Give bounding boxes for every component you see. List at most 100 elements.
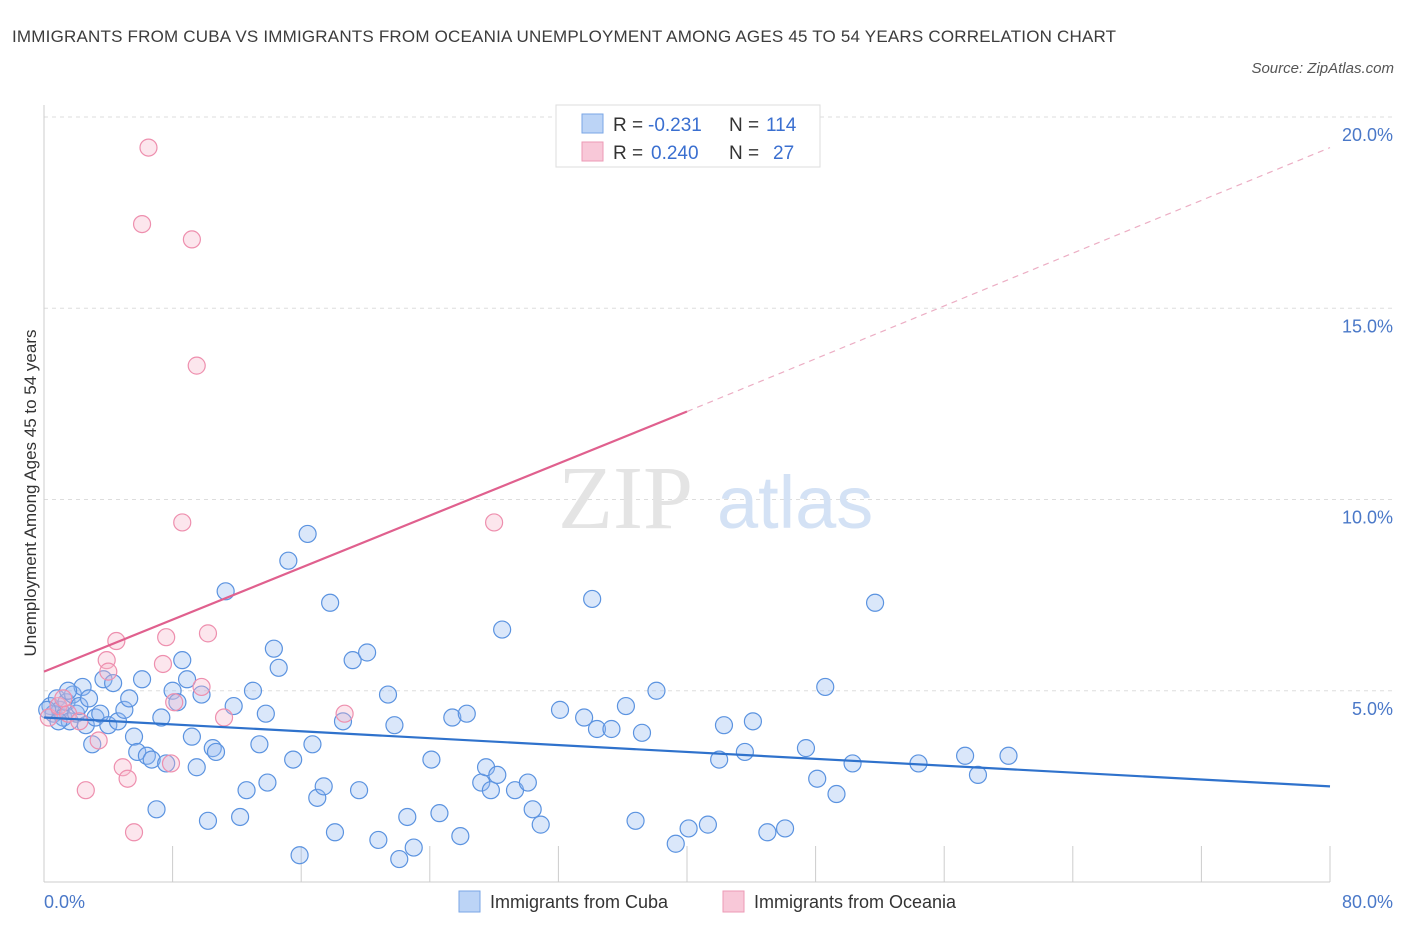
legend-cuba-r-value: -0.231: [648, 115, 702, 136]
cuba-point: [243, 681, 263, 700]
bottom-legend-oceania-label: Immigrants from Oceania: [754, 892, 957, 912]
cuba-point: [999, 746, 1018, 765]
cuba-point: [284, 750, 303, 769]
legend-cuba-n-value: 114: [766, 115, 797, 136]
cuba-point: [968, 765, 988, 785]
cuba-point: [616, 696, 636, 716]
watermark-zip: ZIP: [558, 449, 693, 548]
cuba-point: [430, 804, 449, 823]
cuba-point: [827, 784, 846, 804]
oceania-point: [132, 215, 152, 234]
oceania-point: [97, 651, 116, 670]
x-axis-ticks: [43, 846, 1331, 882]
cuba-point: [816, 677, 835, 697]
cuba-point: [698, 815, 717, 834]
y-tick-labels: 5.0% 10.0% 15.0% 20.0%: [1342, 125, 1393, 719]
oceania-point: [113, 758, 132, 777]
cuba-point: [73, 677, 92, 697]
cuba-trend-line: [43, 716, 1331, 788]
cuba-point: [385, 716, 404, 735]
cuba-point: [488, 765, 507, 785]
cuba-point: [173, 651, 192, 670]
y-tick-label: 5.0%: [1352, 699, 1393, 719]
cuba-point: [457, 704, 476, 723]
legend-cuba-r-label: R =: [613, 115, 643, 136]
cuba-point: [369, 830, 388, 850]
cuba-point: [666, 834, 685, 853]
cuba-point: [758, 823, 777, 842]
cuba-point: [710, 750, 729, 769]
bottom-legend-cuba-swatch: [458, 890, 481, 913]
cuba-point: [955, 746, 975, 765]
oceania-point: [89, 731, 108, 750]
oceania-point: [165, 693, 184, 712]
y-axis-label: Unemployment Among Ages 45 to 54 years: [21, 330, 40, 657]
cuba-point: [481, 781, 500, 800]
cuba-point: [231, 807, 250, 827]
cuba-point: [422, 750, 441, 769]
cuba-point: [531, 815, 550, 834]
oceania-point: [173, 513, 192, 532]
cuba-point: [575, 708, 594, 727]
cuba-point: [298, 524, 317, 544]
cuba-point: [120, 689, 139, 708]
cuba-point: [325, 823, 345, 842]
oceania-point: [76, 781, 95, 800]
cuba-point: [358, 643, 377, 662]
cuba-point: [714, 716, 734, 735]
oceania-trend-extension: [686, 147, 1331, 413]
cuba-point: [333, 712, 353, 731]
oceania-point: [485, 513, 504, 532]
top-legend: R = -0.231 N = 114 R = 0.240 N = 27: [555, 104, 821, 168]
cuba-point: [602, 719, 621, 739]
cuba-point: [808, 769, 827, 788]
trend-lines: [43, 147, 1331, 788]
oceania-point: [107, 631, 126, 651]
cuba-point: [142, 750, 161, 769]
cuba-point: [152, 708, 171, 727]
cuba-point: [493, 620, 512, 639]
oceania-point: [118, 769, 137, 788]
cuba-point: [647, 681, 666, 700]
cuba-point: [192, 685, 211, 704]
legend-oceania-n-label: N =: [729, 143, 759, 164]
oceania-point: [139, 138, 158, 157]
oceania-point: [335, 704, 354, 723]
oceania-point: [70, 712, 89, 731]
x-tick-label-min: 0.0%: [44, 892, 85, 912]
oceania-point: [153, 654, 173, 674]
legend-oceania-r-value: 0.240: [651, 143, 699, 164]
cuba-point: [250, 735, 269, 754]
cuba-point: [128, 742, 147, 762]
cuba-point: [398, 807, 417, 827]
cuba-point: [343, 651, 362, 670]
cuba-point: [550, 700, 570, 719]
cuba-point: [443, 708, 462, 727]
gridlines: [44, 116, 1395, 692]
cuba-point: [587, 719, 607, 739]
cuba-point: [79, 689, 99, 708]
oceania-point: [192, 677, 211, 697]
oceania-trend-line: [43, 410, 688, 673]
series-cuba-points: [38, 524, 1018, 869]
oceania-point: [54, 689, 73, 708]
cuba-point: [104, 673, 123, 693]
cuba-point: [743, 712, 763, 731]
cuba-point: [147, 800, 166, 819]
cuba-point: [163, 681, 182, 700]
cuba-point: [775, 819, 795, 838]
cuba-point: [237, 781, 256, 800]
cuba-point: [290, 846, 309, 865]
cuba-point: [321, 593, 340, 612]
cuba-point: [269, 658, 288, 677]
cuba-point: [518, 773, 537, 792]
cuba-point: [626, 811, 645, 830]
cuba-point: [735, 742, 754, 762]
cuba-point: [390, 849, 409, 869]
bottom-legend: Immigrants from Cuba Immigrants from Oce…: [458, 890, 957, 913]
legend-cuba-swatch: [581, 113, 604, 134]
cuba-point: [632, 723, 652, 742]
cuba-point: [115, 700, 134, 719]
oceania-point: [198, 624, 218, 643]
